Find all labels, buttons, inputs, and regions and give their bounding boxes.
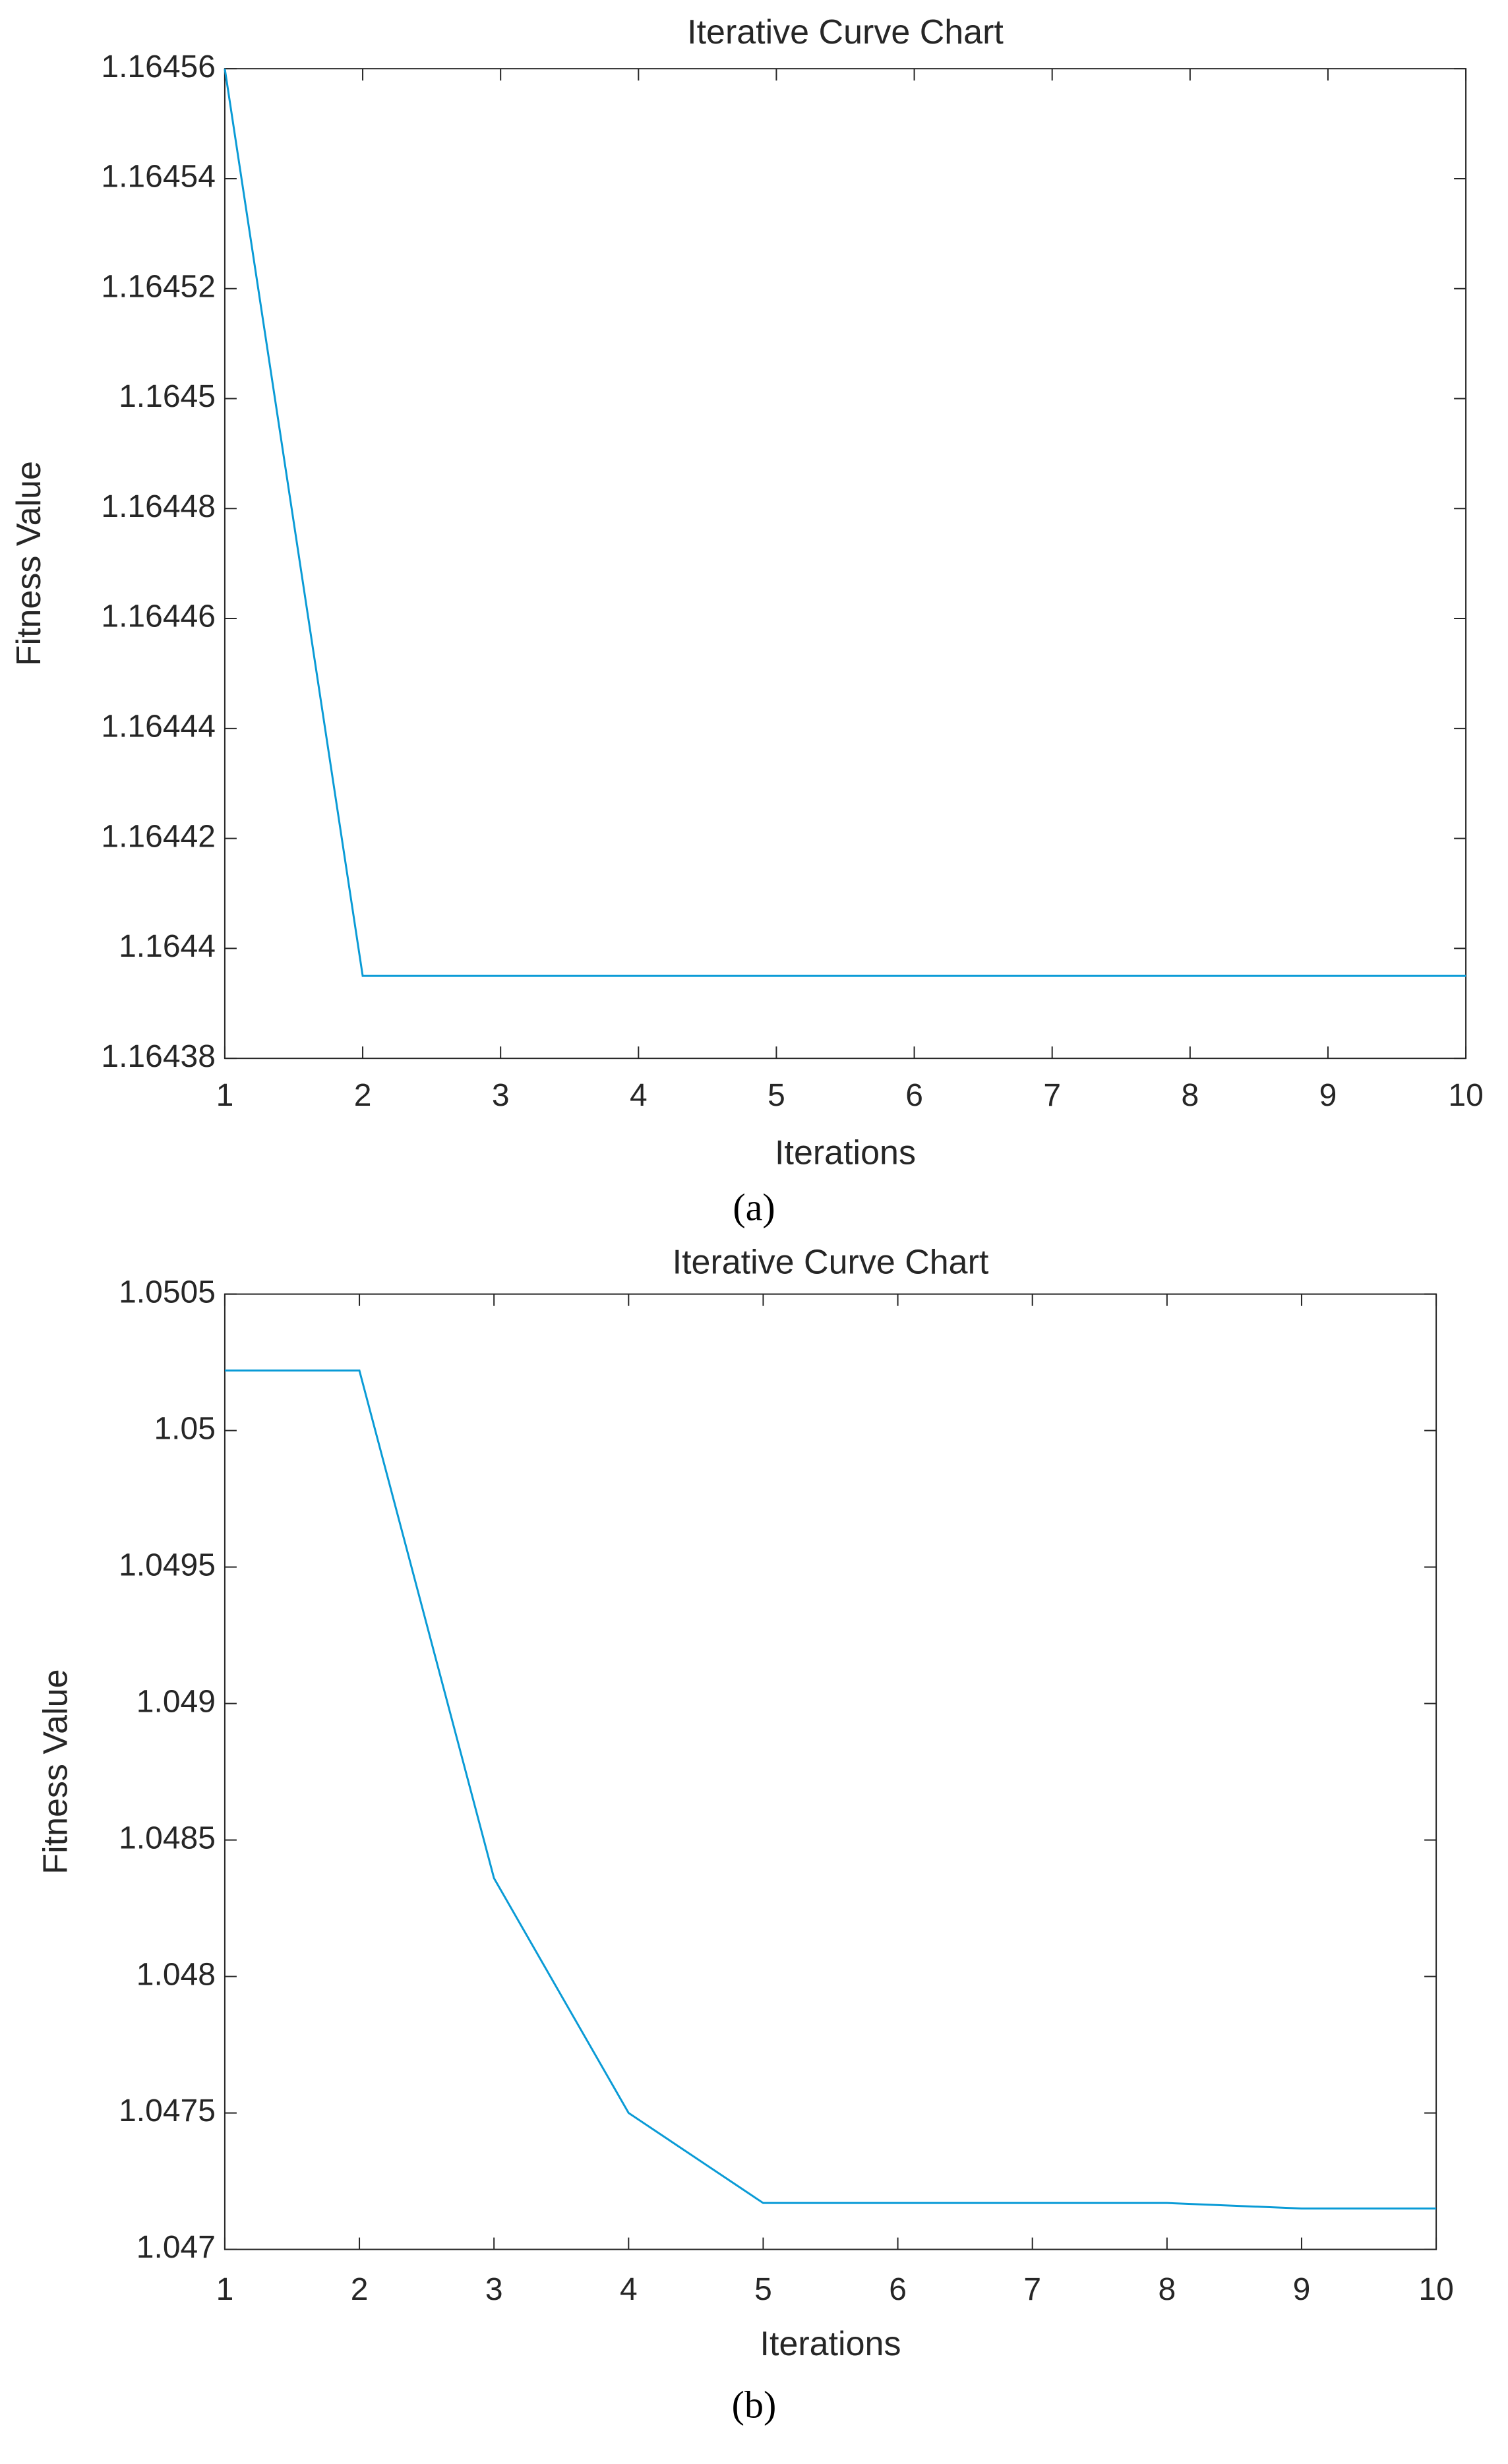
y-tick-label: 1.16442 — [101, 819, 216, 854]
x-tick-label: 5 — [768, 1078, 785, 1113]
x-tick-label: 6 — [889, 2272, 907, 2307]
y-tick-label: 1.0495 — [119, 1548, 216, 1582]
plot-area — [224, 68, 1467, 1060]
x-tick-label: 9 — [1319, 1078, 1337, 1113]
y-tick-label: 1.16456 — [101, 49, 216, 84]
x-tick-label: 4 — [620, 2272, 638, 2307]
x-axis-label: Iterations — [775, 1134, 916, 1172]
y-axis-label: Fitness Value — [36, 1669, 75, 1875]
x-tick-label: 8 — [1181, 1078, 1199, 1113]
x-tick-label: 3 — [492, 1078, 510, 1113]
y-tick-label: 1.047 — [136, 2230, 216, 2265]
y-tick-label: 1.16454 — [101, 160, 216, 195]
y-tick-label: 1.048 — [136, 1957, 216, 1992]
x-tick-label: 6 — [905, 1078, 923, 1113]
x-tick-label: 2 — [354, 1078, 372, 1113]
x-tick-label: 4 — [630, 1078, 648, 1113]
y-tick-label: 1.049 — [136, 1684, 216, 1719]
chart-title: Iterative Curve Chart — [687, 13, 1004, 51]
x-tick-label: 3 — [485, 2272, 503, 2307]
chart-title: Iterative Curve Chart — [673, 1243, 989, 1281]
y-tick-label: 1.0485 — [119, 1820, 216, 1855]
y-tick-label: 1.1644 — [119, 929, 216, 964]
y-tick-label: 1.16444 — [101, 709, 216, 744]
x-tick-label: 1 — [216, 1078, 234, 1113]
x-tick-label: 1 — [216, 2272, 234, 2307]
plot-area — [224, 1293, 1437, 2250]
y-tick-label: 1.16446 — [101, 599, 216, 634]
y-tick-label: 1.16448 — [101, 489, 216, 524]
y-tick-label: 1.16452 — [101, 269, 216, 304]
y-tick-label: 1.0505 — [119, 1275, 216, 1309]
x-axis-label: Iterations — [760, 2325, 901, 2363]
x-tick-label: 5 — [754, 2272, 772, 2307]
y-axis-label: Fitness Value — [10, 461, 48, 666]
x-tick-label: 10 — [1418, 2272, 1453, 2307]
data-line — [224, 1369, 1437, 2209]
x-tick-label: 9 — [1293, 2272, 1311, 2307]
x-tick-label: 10 — [1448, 1078, 1483, 1113]
y-tick-label: 1.05 — [154, 1411, 215, 1446]
x-tick-label: 8 — [1158, 2272, 1176, 2307]
caption: (b) — [732, 2383, 777, 2426]
y-tick-label: 1.0475 — [119, 2093, 216, 2128]
y-tick-label: 1.16438 — [101, 1039, 216, 1074]
caption: (a) — [733, 1186, 775, 1228]
x-tick-label: 7 — [1043, 1078, 1061, 1113]
x-tick-label: 7 — [1023, 2272, 1041, 2307]
y-tick-label: 1.1645 — [119, 379, 216, 414]
data-line — [224, 68, 1466, 977]
x-tick-label: 2 — [351, 2272, 369, 2307]
